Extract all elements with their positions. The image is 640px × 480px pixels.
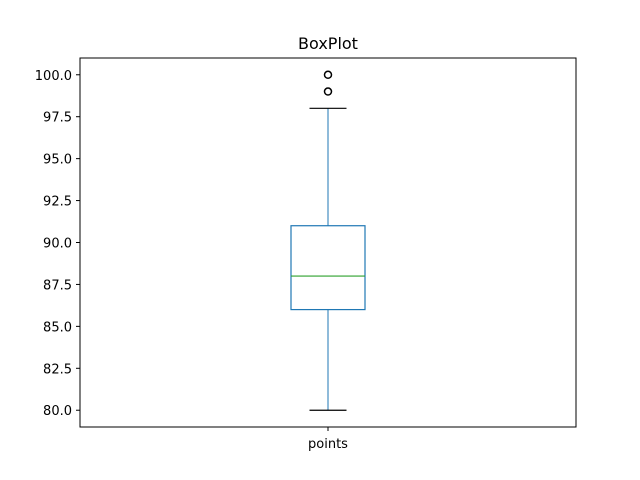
outlier-point [323,70,333,80]
plot-frame [79,57,577,428]
y-tick-label: 85.0 [43,320,72,335]
y-tick-label: 90.0 [43,237,72,252]
y-tick-label: 92.5 [43,195,72,210]
y-tick-label: 80.0 [43,404,72,419]
y-tick-label: 95.0 [43,153,72,168]
y-tick-label: 97.5 [43,111,72,126]
y-tick-label: 100.0 [35,69,72,84]
y-tick-label: 82.5 [43,362,72,377]
x-tick-label: points [308,437,348,452]
iqr-box [290,225,366,311]
y-tick-label: 87.5 [43,278,72,293]
outlier-point [323,87,333,96]
chart-title: BoxPlot [298,34,358,53]
